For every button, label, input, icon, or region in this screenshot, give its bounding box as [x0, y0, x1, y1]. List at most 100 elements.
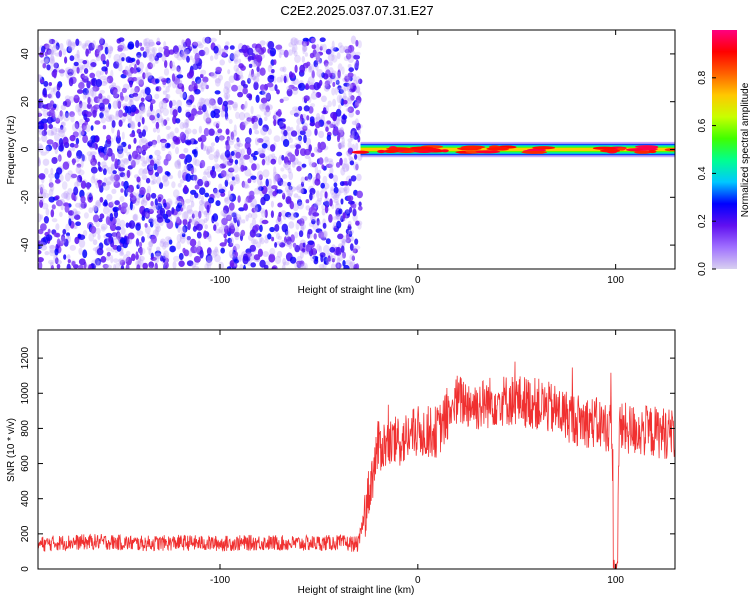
noise-cell — [229, 159, 233, 164]
noise-cell — [171, 207, 174, 214]
noise-cell — [263, 102, 269, 106]
noise-cell — [94, 258, 100, 267]
noise-cell — [78, 234, 81, 238]
noise-cell — [303, 46, 307, 50]
noise-cell — [43, 81, 48, 87]
noise-cell — [338, 143, 342, 150]
noise-cell — [182, 248, 185, 254]
noise-cell — [267, 233, 271, 239]
noise-cell — [161, 120, 165, 127]
noise-cell — [175, 127, 179, 133]
noise-cell — [165, 236, 171, 241]
noise-cell — [136, 176, 140, 182]
noise-cell — [352, 209, 356, 217]
noise-cell — [124, 146, 128, 153]
noise-cell — [302, 123, 308, 130]
noise-cell — [130, 105, 136, 113]
noise-cell — [55, 233, 60, 238]
noise-cell — [246, 118, 251, 124]
noise-cell — [325, 126, 329, 132]
noise-cell — [120, 238, 126, 244]
noise-cell — [173, 261, 177, 269]
noise-cell — [245, 197, 248, 202]
noise-cell — [215, 78, 222, 84]
noise-cell — [256, 66, 259, 72]
noise-cell — [187, 236, 191, 245]
snr-y-tick-label: 1000 — [20, 382, 31, 405]
noise-cell — [178, 183, 182, 188]
noise-cell — [340, 127, 344, 135]
noise-cell — [125, 66, 129, 73]
noise-cell — [241, 230, 246, 237]
noise-cell — [355, 86, 360, 93]
noise-cell — [176, 54, 182, 61]
noise-cell — [59, 199, 66, 206]
noise-cell — [45, 251, 50, 255]
noise-cell — [128, 144, 131, 149]
noise-cell — [133, 69, 138, 74]
noise-cell — [335, 87, 338, 95]
noise-cell — [77, 104, 82, 112]
noise-cell — [136, 238, 139, 247]
noise-cell — [349, 261, 356, 268]
noise-cell — [81, 43, 86, 48]
colorbar-tick-label: 0.6 — [697, 118, 708, 132]
noise-cell — [343, 93, 347, 100]
noise-cell — [73, 95, 79, 99]
noise-cell — [138, 76, 144, 84]
signal-peak — [649, 150, 657, 153]
noise-cell — [112, 120, 116, 128]
noise-cell — [38, 229, 44, 234]
noise-cell — [259, 225, 263, 232]
noise-cell — [233, 73, 236, 80]
noise-cell — [245, 101, 248, 109]
noise-cell — [251, 106, 254, 115]
noise-cell — [133, 138, 136, 144]
noise-cell — [85, 49, 89, 57]
noise-cell — [208, 129, 214, 136]
noise-cell — [217, 129, 222, 134]
noise-cell — [49, 245, 55, 249]
noise-cell — [58, 127, 65, 133]
noise-cell — [243, 256, 249, 265]
noise-cell — [234, 59, 238, 64]
noise-cell — [53, 104, 57, 109]
noise-cell — [113, 207, 119, 212]
noise-cell — [283, 139, 289, 147]
noise-cell — [67, 150, 72, 158]
noise-cell — [75, 156, 80, 162]
noise-cell — [356, 191, 363, 199]
noise-cell — [150, 103, 153, 112]
noise-cell — [139, 248, 146, 255]
noise-cell — [138, 144, 141, 152]
noise-cell — [287, 182, 291, 187]
noise-cell — [193, 226, 197, 232]
noise-cell — [173, 256, 180, 262]
noise-cell — [195, 53, 200, 62]
noise-cell — [48, 124, 53, 129]
noise-cell — [130, 157, 135, 165]
noise-cell — [57, 83, 61, 91]
noise-cell — [170, 61, 175, 68]
noise-cell — [154, 94, 159, 100]
noise-cell — [262, 220, 269, 224]
noise-cell — [289, 71, 293, 78]
noise-cell — [157, 38, 161, 44]
noise-cell — [98, 162, 101, 166]
noise-cell — [99, 90, 105, 94]
noise-cell — [148, 217, 155, 222]
noise-cell — [214, 254, 221, 262]
noise-cell — [269, 227, 275, 232]
noise-cell — [223, 157, 228, 166]
noise-cell — [355, 52, 360, 56]
noise-cell — [158, 47, 163, 53]
noise-cell — [136, 264, 140, 272]
noise-cell — [342, 164, 349, 172]
noise-cell — [110, 255, 113, 263]
noise-cell — [44, 216, 49, 224]
noise-cell — [190, 167, 196, 173]
noise-cell — [216, 149, 220, 157]
noise-cell — [238, 59, 241, 64]
noise-cell — [208, 235, 212, 242]
colorbar-label: Normalized spectral amplitude — [740, 82, 750, 217]
